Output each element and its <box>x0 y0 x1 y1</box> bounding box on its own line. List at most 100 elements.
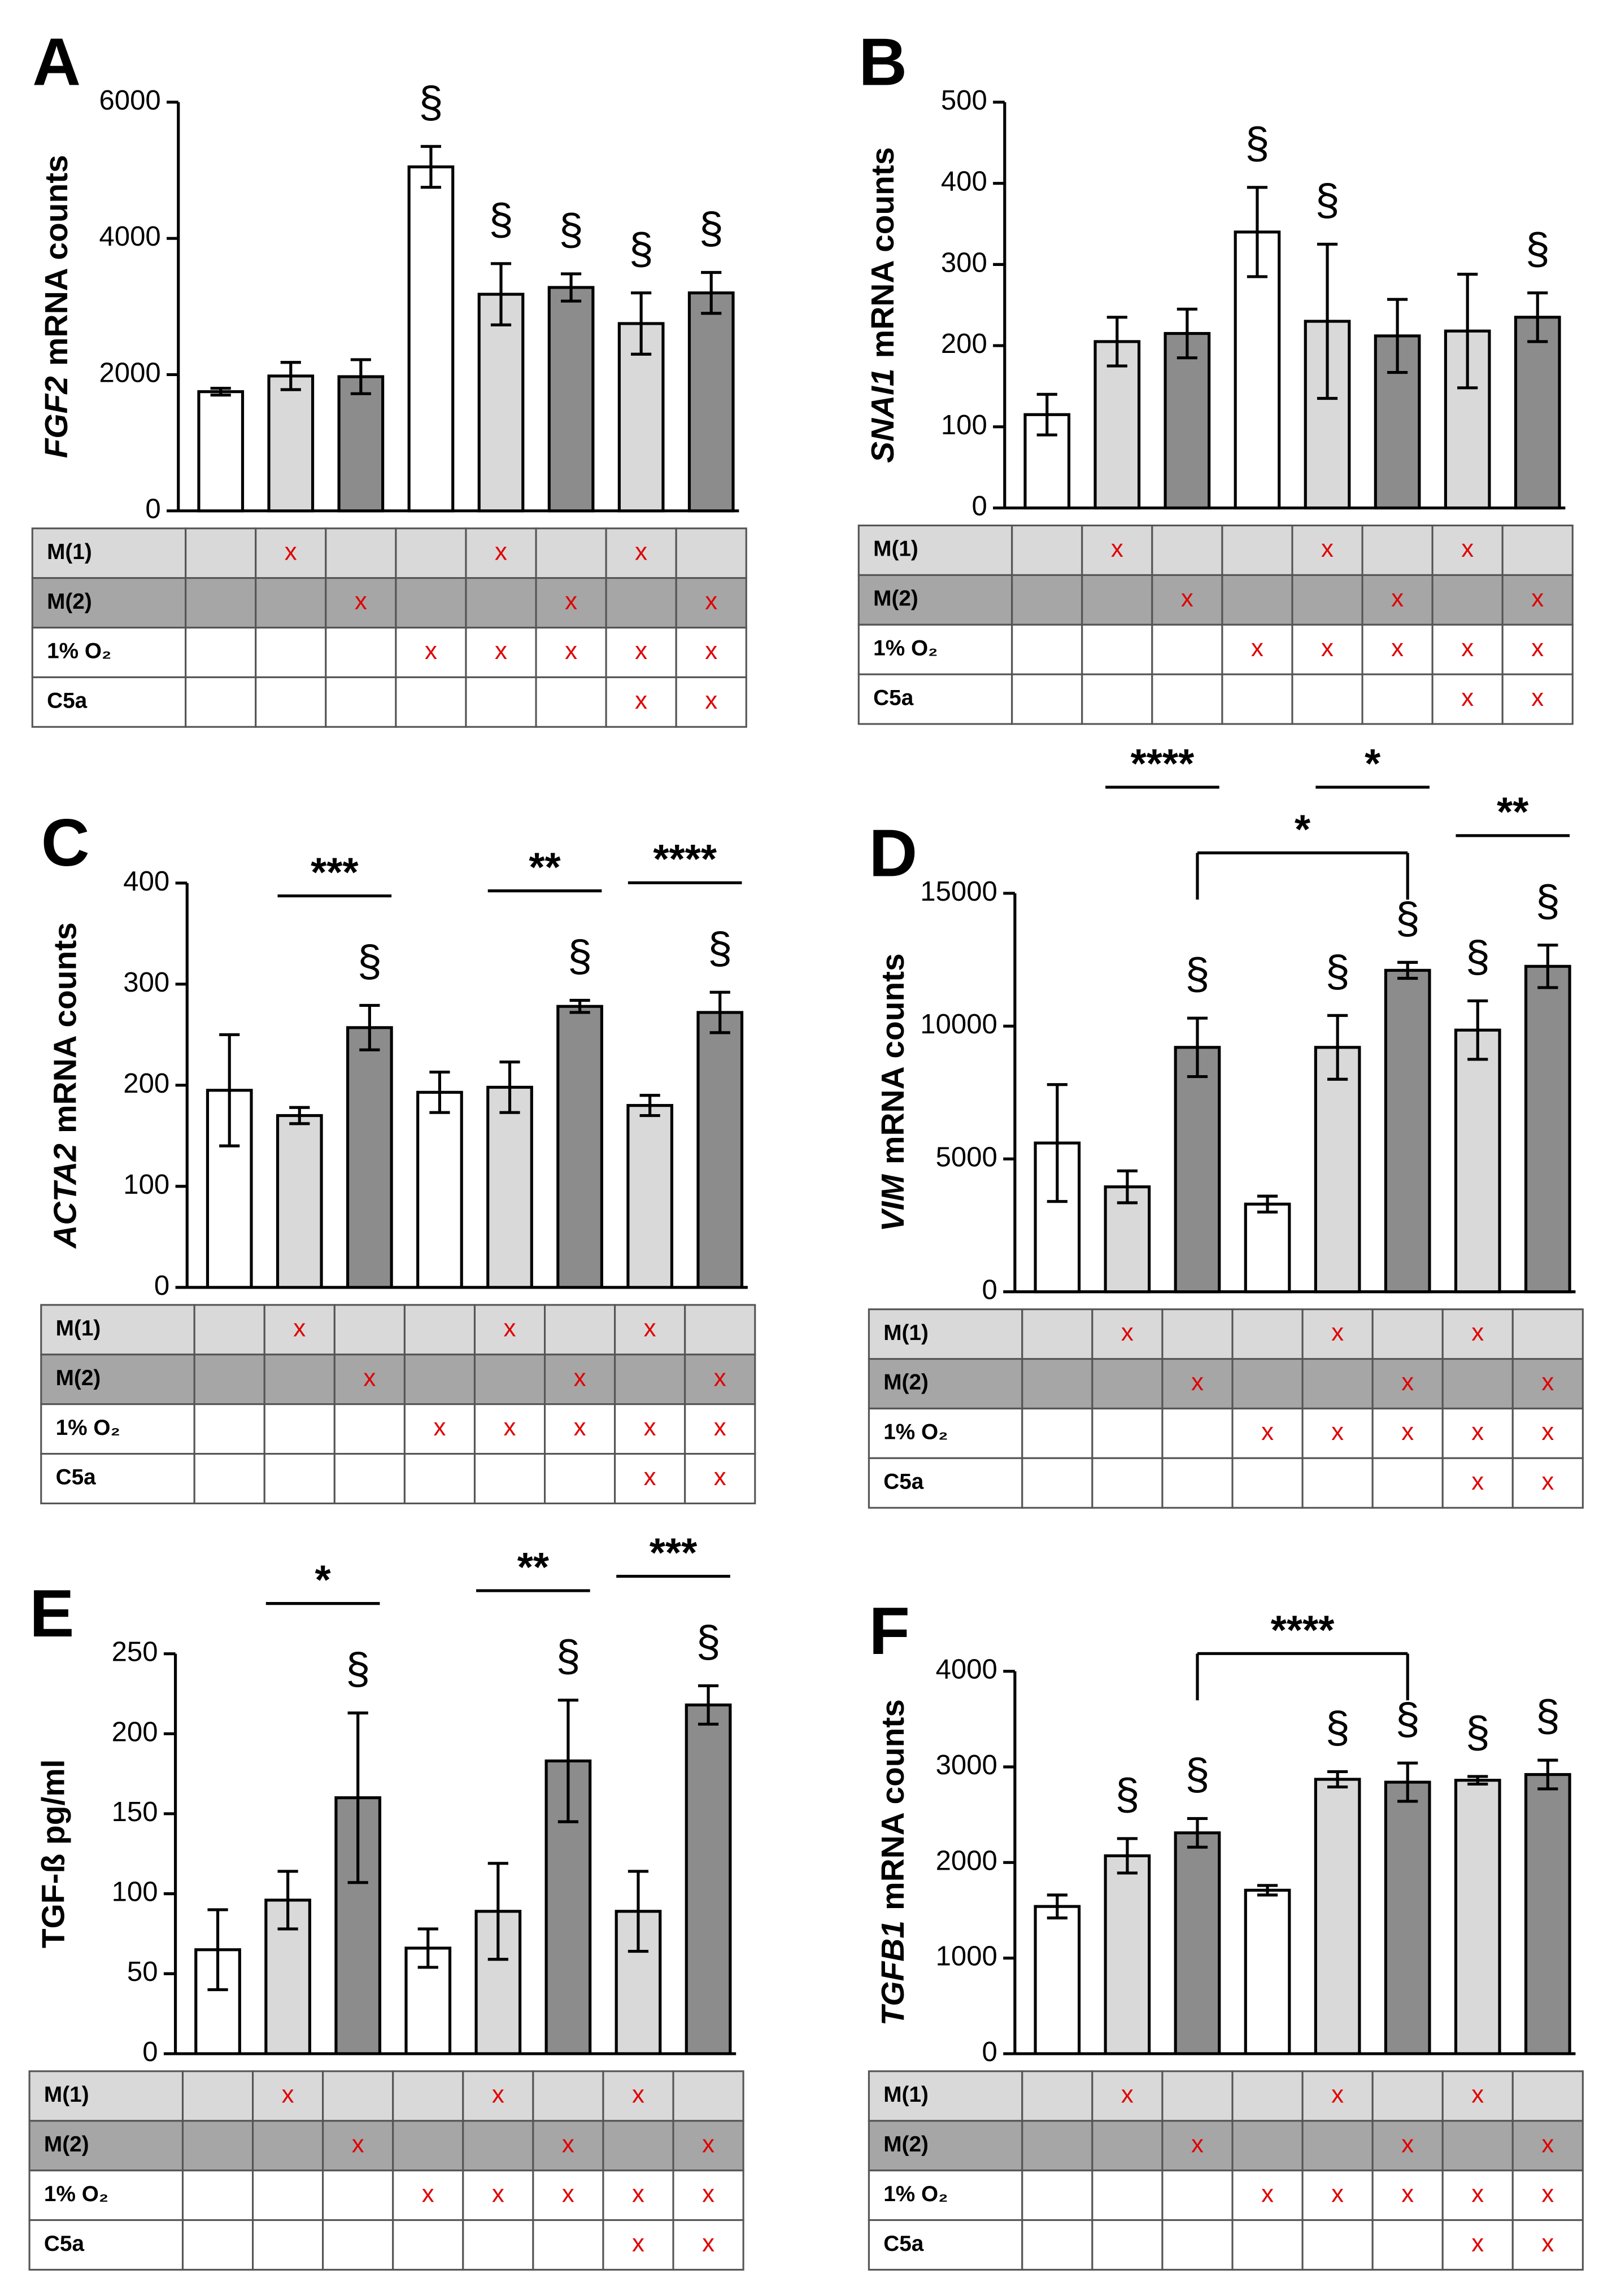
table-cell <box>193 1304 265 1356</box>
table-cell <box>684 1452 756 1504</box>
table-cell <box>672 2219 744 2271</box>
table-mark: x <box>705 637 717 665</box>
bracket-label: * <box>315 1557 332 1603</box>
table-row-label: C5a <box>47 689 88 713</box>
table-cell <box>473 1354 546 1405</box>
table-row-label: M(2) <box>873 587 918 611</box>
bar <box>696 1011 744 1289</box>
y-tick-label: 100 <box>112 1877 158 1907</box>
table-cell <box>1011 623 1083 675</box>
significance-symbol: § <box>1315 176 1339 225</box>
table-cell <box>181 2070 254 2122</box>
table-cell <box>605 527 677 579</box>
table-cell <box>1021 1308 1093 1360</box>
table-cell <box>1231 1457 1304 1509</box>
table-cell <box>1221 525 1293 576</box>
significance-symbol: § <box>629 225 653 273</box>
table-mark: x <box>355 587 367 615</box>
table-cell <box>535 577 607 629</box>
table-cell <box>1021 2219 1093 2271</box>
table-mark: x <box>1121 2080 1134 2108</box>
y-axis-label-gene: FGF2 <box>39 376 75 459</box>
table-cell <box>325 676 397 728</box>
bar <box>337 375 385 513</box>
table-mark: x <box>1331 2080 1344 2108</box>
table-cell <box>1151 673 1223 725</box>
table-cell <box>193 1354 265 1405</box>
significance-symbol: § <box>419 78 443 126</box>
table-row-label: M(1) <box>47 540 92 564</box>
table-cell <box>1371 2120 1444 2172</box>
bar <box>547 286 595 513</box>
panel-letter: D <box>869 815 917 891</box>
table-cell <box>392 2070 464 2122</box>
table-cell <box>1431 673 1504 725</box>
table-row-label: M(1) <box>883 1321 929 1345</box>
table-cell <box>185 676 257 728</box>
y-tick-label: 400 <box>123 866 169 897</box>
table-cell <box>181 2219 254 2271</box>
table-row-label: C5a <box>883 1469 924 1494</box>
table-row-label: 1% O₂ <box>883 2182 948 2206</box>
table-row-label: M(2) <box>44 2132 89 2157</box>
y-tick-label: 0 <box>145 494 160 525</box>
y-axis-label-gene: VIM <box>875 1174 911 1232</box>
table-mark: x <box>1461 535 1474 562</box>
bar <box>1384 1780 1431 2055</box>
table-cell <box>675 676 747 728</box>
table-mark: x <box>1461 634 1474 662</box>
bar <box>687 291 735 513</box>
y-tick-label: 50 <box>127 1957 158 1987</box>
table-mark: x <box>495 637 507 665</box>
table-cell <box>1441 2120 1514 2172</box>
table-label-cell <box>868 1357 1023 1409</box>
significance-symbol: § <box>1396 1695 1420 1743</box>
table-mark: x <box>504 1413 516 1441</box>
y-axis-label: FGF2 mRNA counts <box>39 155 75 458</box>
bar <box>1034 1905 1081 2055</box>
table-cell <box>263 1452 335 1504</box>
table-mark: x <box>1401 2130 1414 2158</box>
y-tick-label: 400 <box>941 167 987 197</box>
table-label-cell <box>857 525 1013 576</box>
significance-symbol: § <box>1326 947 1350 996</box>
table-mark: x <box>504 1314 516 1342</box>
bracket-label: * <box>1295 806 1311 852</box>
significance-symbol: § <box>1185 950 1209 998</box>
table-mark: x <box>632 2180 644 2207</box>
table-cell <box>1151 623 1223 675</box>
table-label-cell <box>868 2120 1023 2172</box>
table-mark: x <box>565 587 577 615</box>
y-tick-label: 6000 <box>99 85 160 116</box>
table-cell <box>255 577 327 629</box>
table-cell <box>1021 2170 1093 2221</box>
table-cell <box>1221 574 1293 626</box>
table-mark: x <box>574 1364 586 1391</box>
table-mark: x <box>702 2180 714 2207</box>
bar <box>1244 1888 1291 2055</box>
table-label-cell <box>28 2219 184 2271</box>
y-tick-label: 0 <box>982 1275 997 1306</box>
significance-symbol: § <box>696 1617 720 1666</box>
table-cell <box>1021 2120 1093 2172</box>
y-axis-label-text: mRNA counts <box>875 1699 911 1910</box>
panel-letter: F <box>869 1594 910 1669</box>
table-mark: x <box>1191 2130 1204 2158</box>
bar <box>1384 968 1431 1294</box>
table-cell <box>1021 2070 1093 2122</box>
significance-symbol: § <box>559 206 583 254</box>
table-row-label: C5a <box>56 1465 97 1490</box>
table-cell <box>263 1403 335 1455</box>
table-mark: x <box>1391 584 1404 612</box>
table-cell <box>1291 574 1363 626</box>
table-cell <box>1161 2120 1234 2172</box>
bar <box>346 1026 393 1289</box>
table-cell <box>1091 1357 1164 1409</box>
table-cell <box>252 2070 324 2122</box>
table-cell <box>185 626 257 678</box>
significance-symbol: § <box>1536 1692 1560 1740</box>
table-mark: x <box>1191 1368 1204 1396</box>
table-cell <box>614 1403 686 1455</box>
table-cell <box>322 2219 394 2271</box>
